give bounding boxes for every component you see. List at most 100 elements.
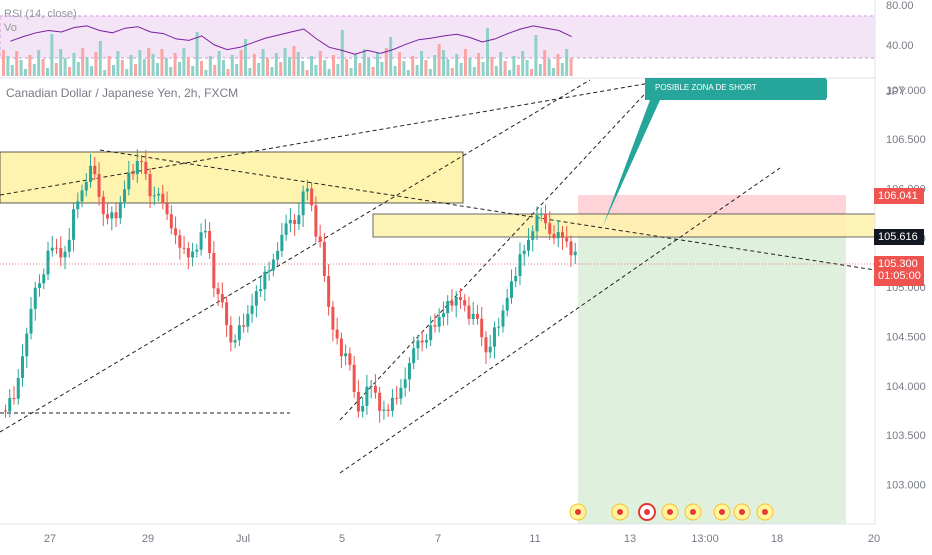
volume-bar bbox=[151, 54, 155, 76]
volume-bar bbox=[217, 51, 221, 76]
volume-bar bbox=[340, 30, 344, 76]
candle-body bbox=[80, 190, 84, 202]
volume-bar bbox=[552, 68, 555, 76]
candles bbox=[4, 149, 577, 423]
volume-bar bbox=[556, 54, 560, 76]
volume-bar bbox=[486, 28, 489, 76]
candle-body bbox=[463, 300, 467, 306]
volume-bar bbox=[472, 67, 476, 76]
candle-body bbox=[552, 233, 556, 239]
volume-bar bbox=[530, 69, 533, 76]
rsi-volume-bars bbox=[2, 28, 573, 76]
candle-body bbox=[203, 230, 207, 233]
candle-body bbox=[101, 196, 105, 215]
candle-body bbox=[429, 325, 433, 341]
volume-bar bbox=[508, 70, 511, 76]
candle-body bbox=[42, 274, 46, 284]
trend-lines bbox=[0, 79, 876, 474]
volume-bar bbox=[428, 69, 432, 76]
volume-bar bbox=[415, 65, 419, 76]
economic-event-markers[interactable] bbox=[569, 503, 774, 521]
volume-bar bbox=[459, 63, 463, 76]
price-tick-label: 107.000 bbox=[886, 85, 926, 97]
candle-body bbox=[518, 254, 522, 277]
volume-bar bbox=[239, 50, 243, 76]
candle-body bbox=[186, 248, 190, 258]
candle-body bbox=[182, 247, 186, 249]
price-tick-label: 104.000 bbox=[886, 381, 926, 393]
volume-bar bbox=[226, 69, 230, 76]
volume-bar bbox=[10, 65, 14, 76]
candle-body bbox=[539, 213, 543, 216]
volume-bar bbox=[367, 58, 371, 76]
price-axis[interactable]: 107.000106.500106.000105.500105.000104.5… bbox=[886, 85, 926, 492]
candle-body bbox=[475, 313, 479, 319]
candle-body bbox=[220, 294, 224, 303]
volume-bar bbox=[244, 39, 247, 76]
short-zone-callout[interactable] bbox=[603, 78, 827, 226]
price-tick-label: 103.500 bbox=[886, 430, 926, 442]
volume-bar bbox=[2, 50, 5, 76]
candle-body bbox=[331, 306, 335, 330]
volume-bar bbox=[345, 59, 349, 76]
candle-body bbox=[505, 297, 509, 311]
volume-indicator-label[interactable]: Vo bbox=[4, 22, 17, 34]
volume-bar bbox=[50, 34, 54, 76]
candle-body bbox=[33, 287, 37, 309]
volume-bar bbox=[538, 64, 542, 76]
volume-bar bbox=[134, 64, 137, 76]
volume-bar bbox=[6, 56, 10, 76]
entry-price-tag: 105.616 bbox=[874, 229, 924, 245]
candle-body bbox=[310, 188, 314, 206]
rsi-indicator-label[interactable]: RSI (14, close) bbox=[4, 8, 77, 20]
volume-bar bbox=[327, 69, 331, 76]
volume-bar bbox=[24, 69, 27, 76]
symbol-title[interactable]: Canadian Dollar / Japanese Yen, 2h, FXCM bbox=[6, 86, 239, 100]
candle-body bbox=[526, 239, 530, 251]
candle-body bbox=[216, 288, 220, 295]
candle-body bbox=[344, 353, 348, 357]
volume-bar bbox=[208, 56, 212, 76]
candle-body bbox=[543, 213, 547, 224]
candle-body bbox=[259, 289, 263, 292]
candle-body bbox=[4, 410, 7, 412]
volume-bar bbox=[103, 70, 107, 76]
candle-body bbox=[352, 364, 356, 393]
candle-body bbox=[225, 302, 229, 326]
candle-body bbox=[195, 249, 199, 252]
candle-body bbox=[514, 276, 518, 282]
volume-bar bbox=[59, 49, 63, 76]
candle-body bbox=[67, 239, 71, 252]
volume-bar bbox=[565, 49, 569, 76]
candle-body bbox=[548, 223, 552, 234]
last-price-value: 105.300 bbox=[878, 258, 918, 270]
volume-bar bbox=[411, 56, 415, 76]
candle-body bbox=[356, 392, 360, 412]
candle-body bbox=[127, 172, 131, 190]
candle-body bbox=[191, 251, 195, 258]
candle-body bbox=[556, 232, 560, 239]
candle-body bbox=[497, 326, 501, 328]
volume-bar bbox=[19, 60, 23, 76]
volume-bar bbox=[81, 48, 85, 76]
candle-body bbox=[327, 276, 331, 307]
volume-bar bbox=[257, 63, 261, 76]
volume-bar bbox=[191, 66, 195, 76]
volume-bar bbox=[450, 68, 454, 76]
candle-body bbox=[118, 202, 122, 219]
candle-body bbox=[165, 203, 169, 215]
candle-body bbox=[8, 398, 12, 412]
candle-body bbox=[250, 305, 254, 314]
candle-body bbox=[395, 397, 399, 399]
volume-bar bbox=[292, 46, 296, 76]
candle-body bbox=[50, 247, 54, 251]
candle-body bbox=[284, 223, 288, 235]
time-axis[interactable]: 27 29 Jul 5 7 11 13 13:00 18 20 bbox=[44, 533, 880, 545]
volume-bar bbox=[362, 49, 366, 76]
candle-body bbox=[267, 270, 271, 272]
volume-bar bbox=[301, 61, 305, 76]
rsi-level-lower: 40.00 bbox=[886, 40, 914, 52]
volume-bar bbox=[516, 65, 520, 76]
